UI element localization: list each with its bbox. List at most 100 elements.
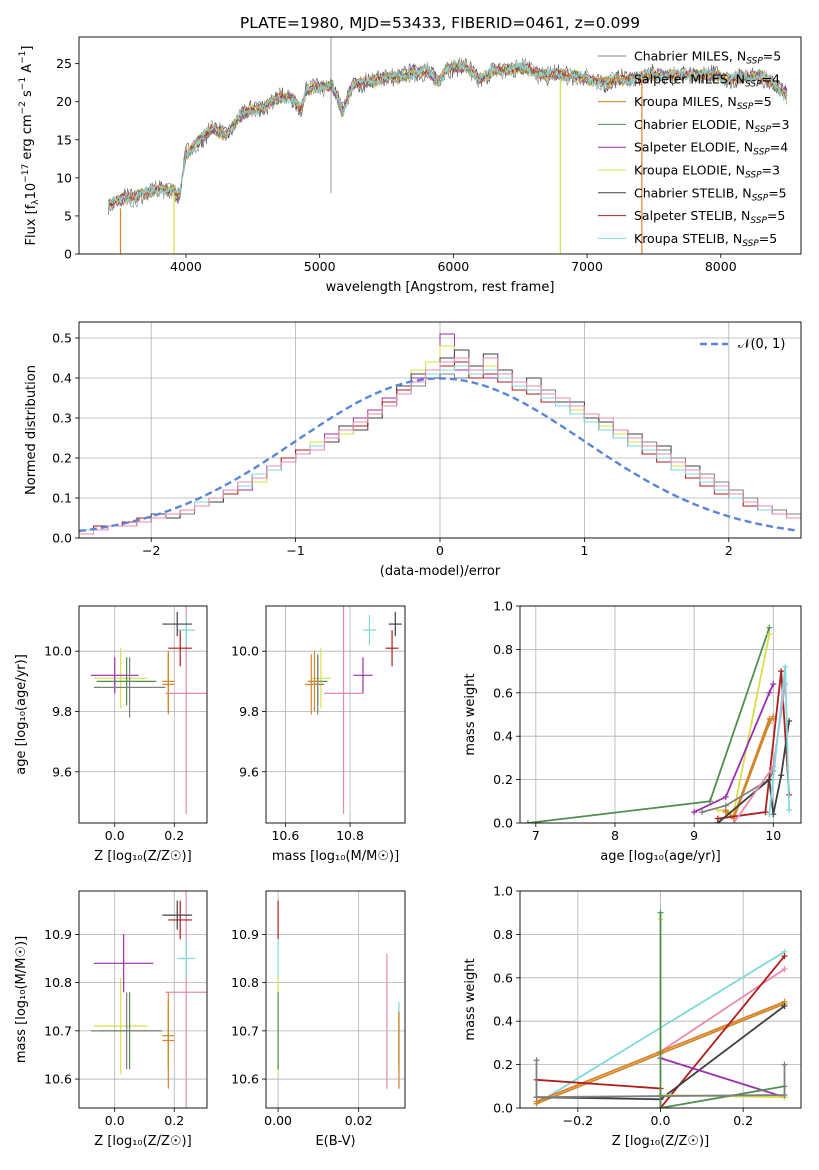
- x-axis-label: E(B-V): [315, 1134, 355, 1149]
- weight-point-marker: [533, 1100, 540, 1107]
- y-tick-label: 9.6: [239, 764, 259, 779]
- x-tick-label: 0.00: [264, 1113, 292, 1128]
- y-tick-label: 9.8: [239, 704, 259, 719]
- x-tick-label: 0.02: [345, 1113, 373, 1128]
- y-axis-label: mass weight: [463, 673, 478, 755]
- weight-point-marker: [766, 811, 773, 818]
- weight-point-marker: [706, 798, 713, 805]
- weight-series-line: [659, 919, 785, 1099]
- error-bar-point: [353, 657, 373, 694]
- legend-label: Kroupa MILES, NSSP=5: [634, 94, 772, 112]
- weight-point-marker: [781, 1003, 788, 1010]
- y-tick-label: 10.8: [231, 975, 259, 990]
- weight_vs_Z-panel: −0.2 0.0 0.2 0.0 0.2 0.4 0.6 0.8 1.0 Z [log₁₀(Z/Z…: [463, 884, 802, 1149]
- weight-point-marker: [657, 909, 664, 916]
- x-tick-label: −2: [142, 543, 160, 558]
- error-bar-point: [324, 606, 363, 814]
- spectrum-line: [108, 61, 788, 207]
- error-bar-point: [162, 900, 193, 930]
- y-axis-label: mass weight: [463, 958, 478, 1040]
- x-tick-label: 0.0: [651, 1113, 671, 1128]
- y-tick-label: 0.2: [52, 451, 72, 466]
- axes-frame: [78, 36, 802, 255]
- y-tick-label: 0.0: [493, 1101, 513, 1116]
- legend-label: Chabrier STELIB, NSSP=5: [634, 185, 787, 203]
- error-bar-point: [362, 615, 376, 646]
- x-tick-label: 8000: [705, 259, 737, 274]
- y-tick-label: 0.3: [52, 411, 72, 426]
- axes-frame: [265, 605, 406, 824]
- x-tick-label: 0.2: [164, 1113, 184, 1128]
- y-axis-label: Flux [fλ10−17 erg cm−2 s−1 A−1]: [18, 46, 41, 246]
- x-tick-label: 7: [532, 828, 540, 843]
- error-bar-point: [90, 657, 139, 694]
- y-tick-label: 10.6: [44, 1072, 72, 1087]
- weight-point-marker: [781, 953, 788, 960]
- y-tick-label: 0: [64, 247, 72, 262]
- weight-series-line: [701, 770, 775, 813]
- weight-point-marker: [782, 663, 789, 670]
- weight-series-line: [717, 670, 790, 820]
- x-axis-label: age [log₁₀(age/yr)]: [600, 849, 721, 864]
- y-tick-label: 25: [56, 56, 72, 71]
- x-tick-label: 6000: [437, 259, 469, 274]
- y-tick-label: 0.0: [493, 816, 513, 831]
- axes-frame: [78, 605, 208, 824]
- weight-point-marker: [778, 668, 785, 675]
- y-tick-label: 10.7: [231, 1023, 259, 1038]
- y-axis-label: age [log₁₀(age/yr)]: [14, 654, 29, 775]
- y-tick-label: 10: [56, 170, 72, 185]
- x-tick-label: 10: [765, 828, 781, 843]
- weight-series-line: [535, 1060, 786, 1099]
- y-tick-label: 0.6: [493, 970, 513, 985]
- y-tick-label: 0.2: [493, 772, 513, 787]
- y-tick-label: 0.8: [493, 927, 513, 942]
- histogram-series: [79, 357, 801, 535]
- weight-series-line: [660, 1057, 785, 1099]
- weight-point-marker: [714, 820, 721, 823]
- legend-label: Kroupa ELODIE, NSSP=3: [634, 163, 780, 181]
- y-tick-label: 15: [56, 132, 72, 147]
- weight-point-marker: [766, 624, 773, 631]
- weight-point-marker: [766, 689, 773, 696]
- weight_vs_age-panel: 7 8 9 10 0.0 0.2 0.4 0.6 0.8 1.0 age [log₁₀(age/yr…: [463, 599, 802, 864]
- weight-point-marker: [722, 793, 729, 800]
- axes-frame: [78, 890, 208, 1109]
- error-bar-point: [168, 900, 193, 940]
- x-tick-label: 10.6: [271, 828, 299, 843]
- y-tick-label: 0.6: [493, 685, 513, 700]
- y-axis-label: Normed distribution: [24, 365, 39, 495]
- error-bar-point: [304, 654, 318, 715]
- y-tick-label: 0.0: [52, 531, 72, 546]
- error-bar-point: [93, 934, 154, 993]
- weight-series-line: [725, 716, 775, 821]
- weight-series-line: [659, 912, 785, 1108]
- legend-label: Salpeter MILES, NSSP=4: [634, 71, 780, 89]
- legend-label: Chabrier MILES, NSSP=5: [634, 49, 781, 67]
- y-tick-label: 9.6: [52, 764, 72, 779]
- x-axis-label: Z [log₁₀(Z/Z☉)]: [612, 1134, 709, 1149]
- error-bar-point: [162, 1001, 175, 1070]
- weight-series-line: [527, 627, 771, 823]
- x-tick-label: 8: [611, 828, 619, 843]
- x-tick-label: 0.2: [733, 1113, 753, 1128]
- weight-point-marker: [786, 806, 793, 813]
- error-bar-point: [162, 651, 175, 712]
- x-tick-label: 0: [436, 543, 444, 558]
- x-axis-label: mass [log₁₀(M/M☉)]: [272, 849, 399, 864]
- weight-series-line: [660, 968, 785, 1053]
- weight-series-line: [693, 683, 775, 813]
- x-axis-label: wavelength [Angstrom, rest frame]: [326, 280, 555, 295]
- weight-point-marker: [766, 631, 773, 638]
- x-tick-label: 0.2: [164, 828, 184, 843]
- weight-point-marker: [533, 1057, 540, 1064]
- y-tick-label: 0.8: [493, 642, 513, 657]
- error-bar-point: [177, 939, 196, 978]
- y-tick-label: 9.8: [52, 704, 72, 719]
- weight-point-marker: [699, 809, 706, 816]
- y-tick-label: 10.9: [44, 927, 72, 942]
- x-axis-label: Z [log₁₀(Z/Z☉)]: [94, 849, 191, 864]
- weight-point-marker: [781, 1091, 788, 1098]
- histogram-panel: −2 −1 0 1 2 0.0 0.1 0.2 0.3 0.4 0.5 (data-model)/er…: [24, 321, 802, 579]
